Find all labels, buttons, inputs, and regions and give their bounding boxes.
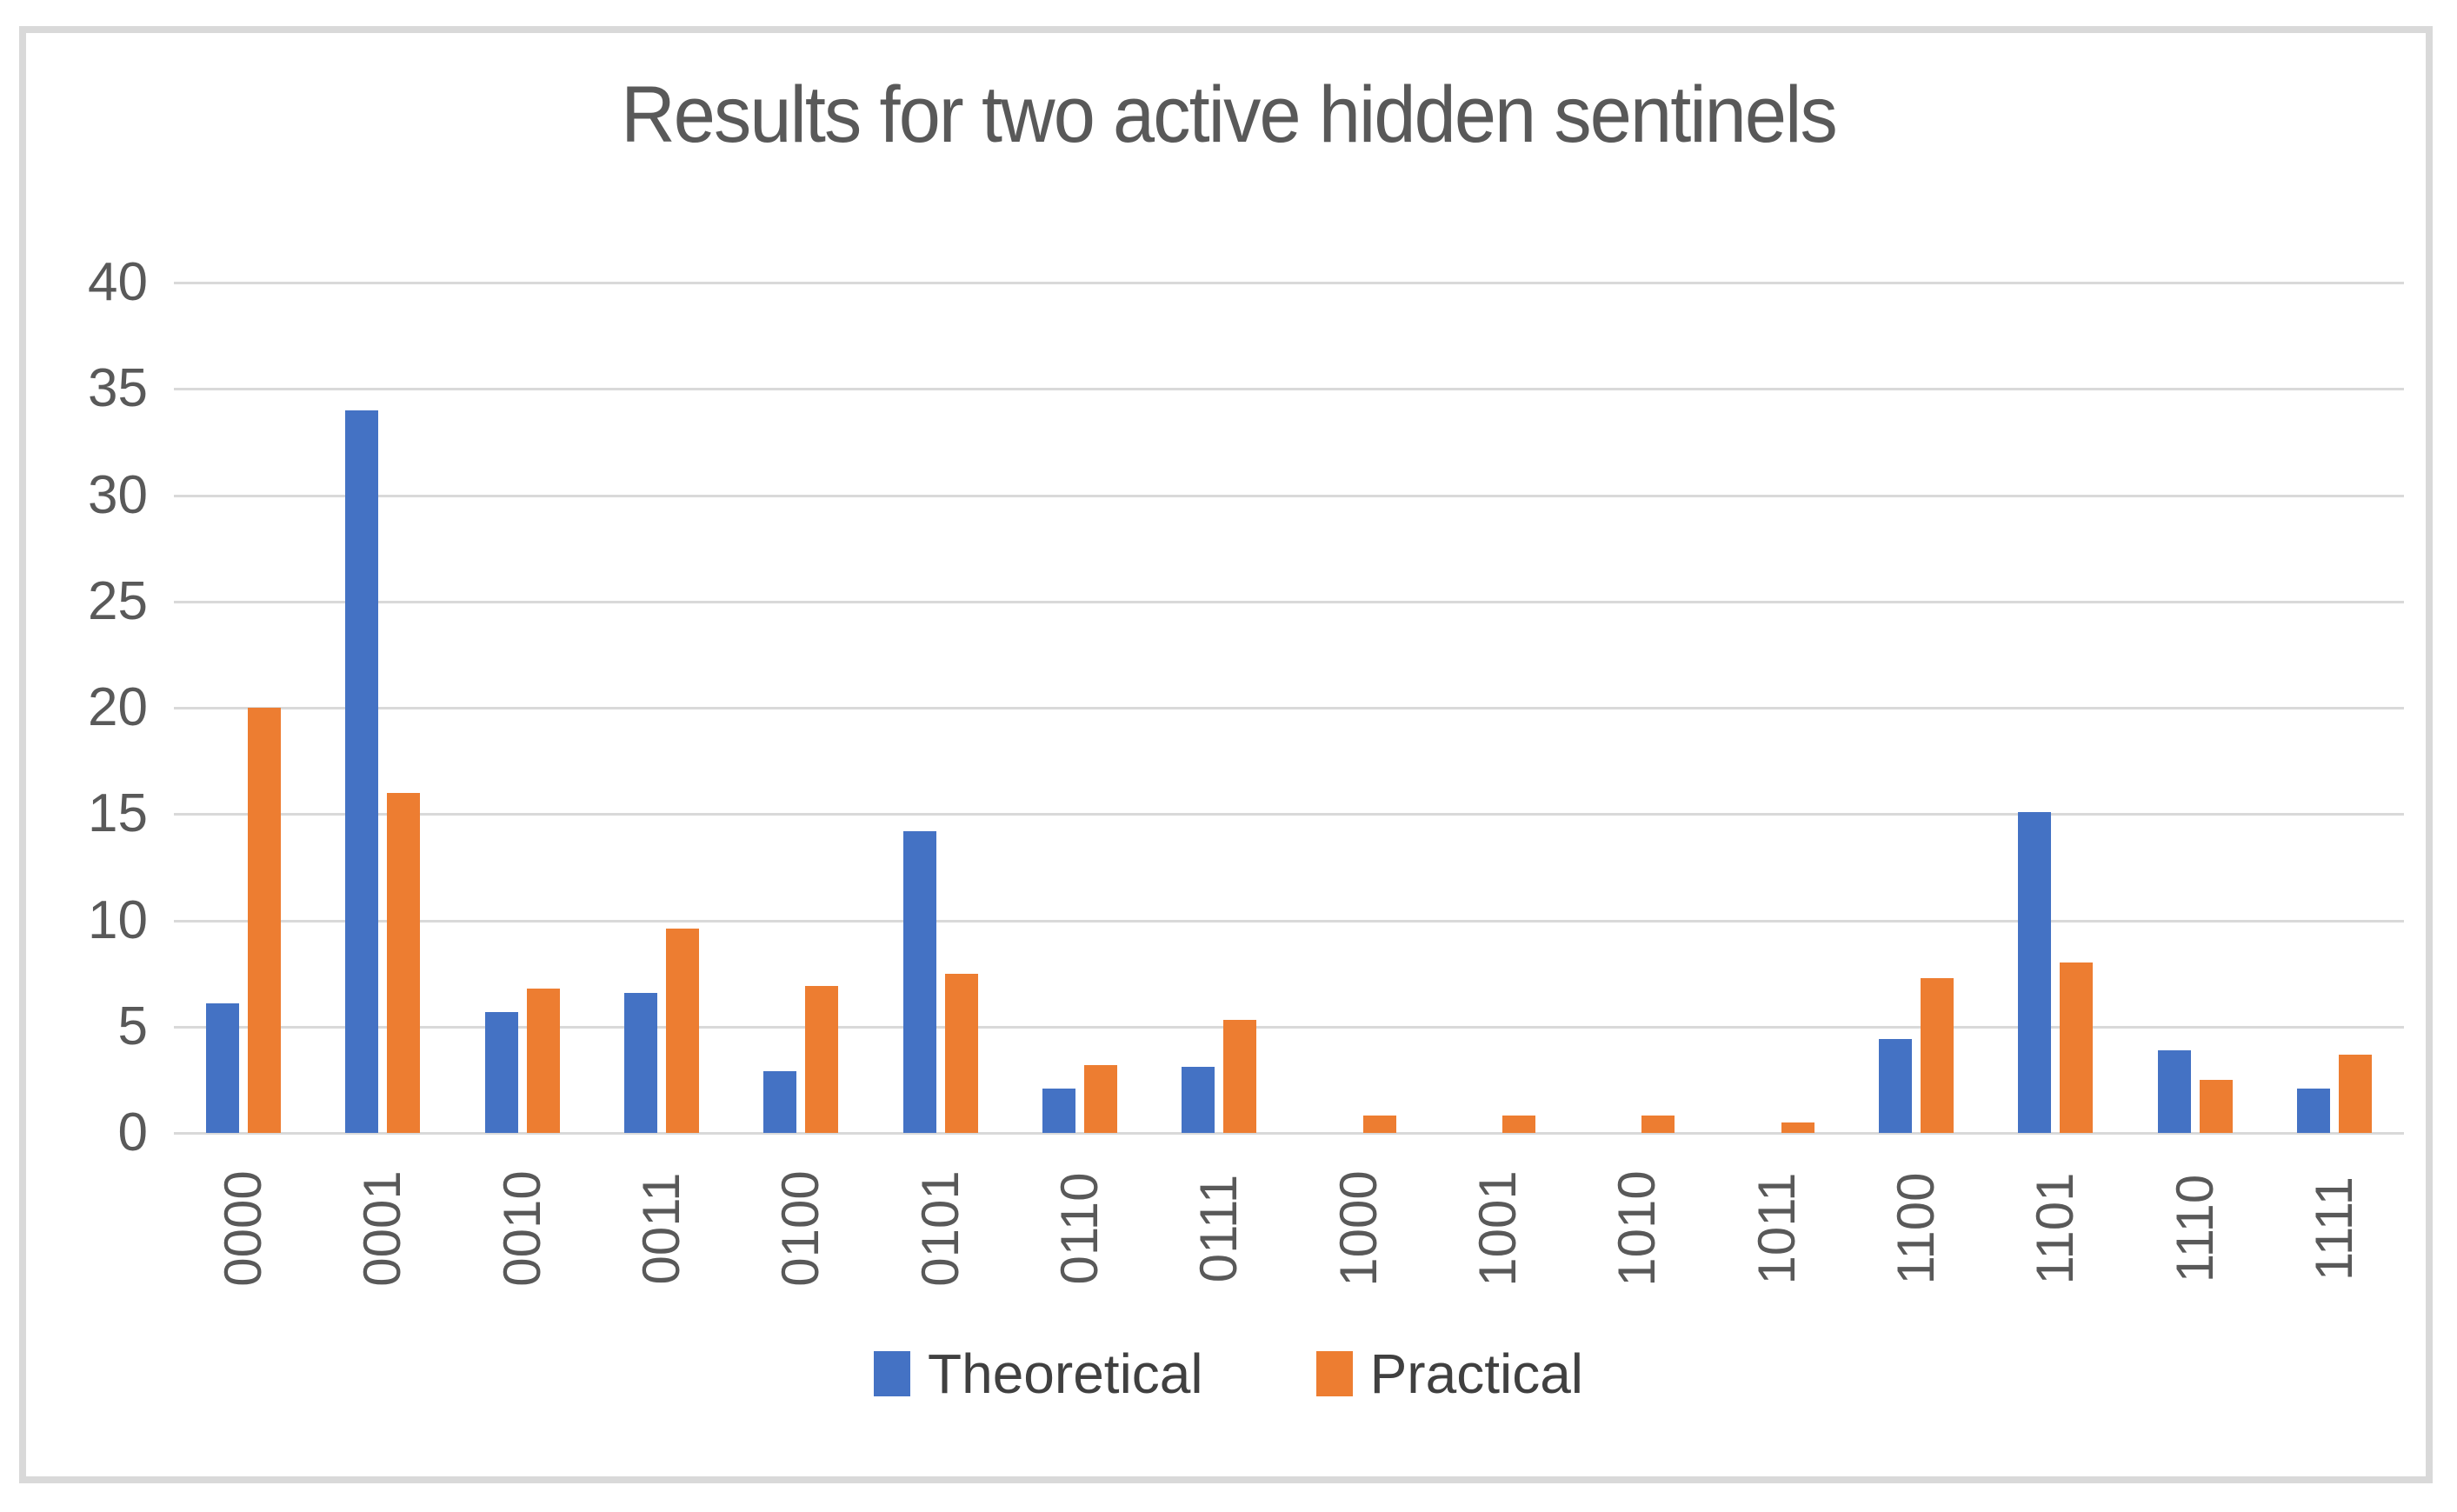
x-tick-label-0101: 0101 [910, 1170, 969, 1287]
x-tick-label-1000: 1000 [1328, 1170, 1388, 1287]
y-tick-label-15: 15 [88, 783, 148, 844]
bar-theoretical-1111 [2296, 1088, 2330, 1133]
y-tick-label-30: 30 [88, 464, 148, 525]
bar-practical-1011 [1781, 1122, 1814, 1133]
y-tick-label-5: 5 [117, 996, 148, 1056]
bar-practical-1010 [1641, 1116, 1675, 1133]
x-tick-label-0010: 0010 [492, 1170, 551, 1287]
x-tick-label-1110: 1110 [2165, 1174, 2224, 1283]
x-tick-label-0100: 0100 [771, 1170, 830, 1287]
x-tick-label-0110: 0110 [1050, 1172, 1109, 1285]
bar-theoretical-0111 [1182, 1067, 1215, 1133]
bar-theoretical-0011 [624, 992, 658, 1133]
legend-item-theoretical: Theoretical [874, 1346, 1203, 1402]
chart-title: Results for two active hidden sentinels [621, 70, 1837, 159]
x-tick-label-1001: 1001 [1468, 1170, 1527, 1287]
gridline-35 [174, 388, 2404, 391]
gridline-15 [174, 813, 2404, 816]
bar-theoretical-0001 [345, 410, 379, 1133]
bar-practical-1111 [2338, 1054, 2372, 1133]
x-tick-label-0000: 0000 [214, 1170, 273, 1287]
gridline-25 [174, 600, 2404, 603]
x-tick-label-1010: 1010 [1608, 1170, 1667, 1287]
legend-label-practical: Practical [1369, 1342, 1583, 1405]
bar-practical-1101 [2060, 962, 2094, 1133]
bar-practical-0011 [666, 929, 700, 1133]
bar-theoretical-1101 [2018, 811, 2052, 1133]
y-tick-label-10: 10 [88, 889, 148, 950]
plot-area [174, 282, 2404, 1135]
chart-border-frame [19, 26, 2433, 1483]
bar-practical-1001 [1502, 1116, 1535, 1133]
bar-practical-1000 [1362, 1116, 1396, 1133]
bar-practical-0001 [387, 792, 421, 1133]
y-tick-label-0: 0 [117, 1102, 148, 1162]
legend-swatch-theoretical-icon [874, 1351, 910, 1396]
bar-practical-1100 [1920, 977, 1954, 1133]
x-tick-label-1011: 1011 [1747, 1172, 1806, 1285]
y-tick-label-40: 40 [88, 252, 148, 312]
gridline-0 [174, 1132, 2404, 1135]
bar-practical-0000 [248, 708, 282, 1133]
bar-theoretical-1110 [2157, 1049, 2191, 1133]
bar-practical-0111 [1223, 1020, 1257, 1133]
gridline-30 [174, 494, 2404, 497]
y-tick-label-35: 35 [88, 358, 148, 419]
bar-theoretical-0110 [1042, 1088, 1076, 1133]
x-tick-label-0001: 0001 [353, 1170, 412, 1287]
legend: Theoretical Practical [0, 1346, 2457, 1402]
x-tick-label-0011: 0011 [632, 1172, 691, 1285]
legend-swatch-practical-icon [1315, 1351, 1353, 1396]
gridline-5 [174, 1025, 2404, 1029]
x-tick-label-1100: 1100 [1886, 1172, 1945, 1285]
bar-practical-0110 [1084, 1064, 1118, 1133]
bar-theoretical-1100 [1878, 1039, 1912, 1133]
bar-practical-1110 [2199, 1079, 2233, 1133]
gridline-40 [174, 282, 2404, 284]
x-tick-label-1101: 1101 [2026, 1172, 2085, 1285]
bar-theoretical-0101 [902, 830, 936, 1133]
y-tick-label-25: 25 [88, 570, 148, 631]
legend-item-practical: Practical [1315, 1342, 1583, 1405]
bar-practical-0101 [944, 973, 978, 1133]
bar-theoretical-0100 [763, 1071, 797, 1133]
y-tick-label-20: 20 [88, 677, 148, 737]
bar-practical-0010 [526, 988, 560, 1133]
bar-practical-0100 [805, 986, 839, 1133]
gridline-20 [174, 707, 2404, 709]
x-tick-label-1111: 1111 [2304, 1176, 2363, 1282]
bar-theoretical-0000 [206, 1002, 240, 1133]
legend-label-theoretical: Theoretical [928, 1342, 1203, 1405]
x-tick-label-0111: 0111 [1189, 1174, 1248, 1283]
bar-theoretical-0010 [484, 1011, 518, 1133]
gridline-10 [174, 919, 2404, 923]
